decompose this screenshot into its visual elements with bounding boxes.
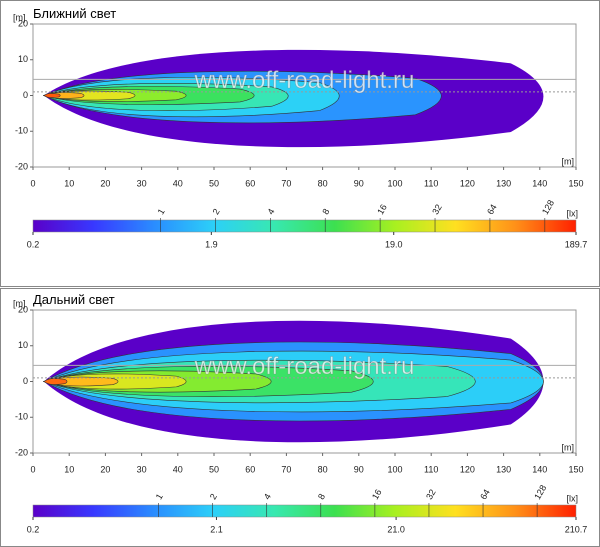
x-tick-label: 30: [137, 178, 147, 188]
panel-title: Ближний свет: [33, 6, 116, 21]
colorbar-level-label: 8: [320, 207, 331, 216]
x-tick-label: 20: [100, 464, 110, 474]
x-tick-label: 60: [245, 178, 255, 188]
isolux-panel: www.off-road-light.ru Ближний свет -20 -10 0…: [13, 6, 587, 249]
y-tick-label: 0: [23, 90, 28, 100]
x-tick-label: 150: [568, 178, 583, 188]
colorbar-tick-label: 0.2: [27, 239, 40, 249]
watermark: www.off-road-light.ru: [194, 67, 415, 94]
colorbar-tick-label: 210.7: [565, 524, 588, 534]
colorbar: [32, 219, 577, 233]
x-tick-label: 110: [424, 178, 438, 188]
y-tick-label: -20: [15, 447, 28, 457]
colorbar-unit: [lx]: [566, 208, 578, 218]
colorbar-tick-label: 0.2: [27, 524, 40, 534]
y-tick-label: 0: [23, 376, 28, 386]
x-tick-label: 80: [318, 178, 328, 188]
colorbar-level-label: 1: [156, 207, 167, 216]
x-tick-label: 150: [568, 464, 583, 474]
x-tick-label: 40: [173, 178, 183, 188]
x-tick-label: 120: [460, 464, 475, 474]
colorbar-level-label: 8: [316, 492, 327, 501]
isolux-panel: www.off-road-light.ru Дальний свет -20 -10 0…: [13, 292, 587, 534]
y-unit: [m]: [13, 298, 26, 308]
colorbar-level-label: 32: [424, 488, 438, 502]
y-tick-label: 20: [18, 18, 28, 28]
y-tick-label: -10: [15, 412, 28, 422]
x-tick-label: 10: [64, 178, 74, 188]
x-tick-label: 0: [30, 464, 35, 474]
colorbar-level-label: 32: [430, 203, 444, 217]
contours: [42, 320, 544, 443]
x-unit: [m]: [562, 442, 575, 452]
colorbar-level-label: 128: [540, 198, 556, 216]
y-tick-label: 20: [18, 304, 28, 314]
colorbar-level-label: 16: [375, 203, 389, 217]
x-tick-label: 40: [173, 464, 183, 474]
panel-title: Дальний свет: [33, 292, 115, 307]
colorbar-level-label: 64: [478, 488, 492, 502]
colorbar-level-label: 2: [211, 207, 222, 216]
colorbar-tick-label: 19.0: [385, 239, 403, 249]
x-tick-label: 80: [318, 464, 328, 474]
x-tick-label: 100: [387, 464, 402, 474]
watermark: www.off-road-light.ru: [194, 353, 415, 380]
x-tick-label: 140: [532, 178, 547, 188]
x-tick-label: 90: [354, 178, 364, 188]
x-tick-label: 30: [137, 464, 147, 474]
x-tick-label: 70: [281, 178, 291, 188]
x-tick-label: 130: [496, 178, 511, 188]
x-tick-label: 140: [532, 464, 547, 474]
colorbar-level-label: 2: [208, 492, 219, 501]
x-tick-label: 90: [354, 464, 364, 474]
y-tick-label: -10: [15, 126, 28, 136]
x-tick-label: 60: [245, 464, 255, 474]
y-unit: [m]: [13, 12, 26, 22]
x-tick-label: 70: [281, 464, 291, 474]
y-tick-label: -20: [15, 161, 28, 171]
x-tick-label: 0: [30, 178, 35, 188]
colorbar-tick-label: 21.0: [387, 524, 405, 534]
x-tick-label: 130: [496, 464, 511, 474]
y-tick-label: 10: [18, 340, 28, 350]
x-tick-label: 50: [209, 178, 219, 188]
colorbar-level-label: 4: [265, 207, 276, 216]
y-tick-label: 10: [18, 54, 28, 64]
x-tick-label: 120: [460, 178, 475, 188]
x-tick-label: 10: [64, 464, 74, 474]
isolux-contour: [43, 93, 61, 98]
x-tick-label: 100: [387, 178, 402, 188]
x-tick-label: 110: [424, 464, 438, 474]
colorbar-level-label: 16: [370, 488, 384, 502]
colorbar-tick-label: 1.9: [205, 239, 218, 249]
colorbar-level-label: 64: [485, 203, 499, 217]
colorbar-level-label: 128: [532, 483, 548, 501]
isolux-contour: [43, 378, 68, 385]
x-unit: [m]: [562, 156, 575, 166]
colorbar-tick-label: 189.7: [565, 239, 588, 249]
colorbar-tick-label: 2.1: [210, 524, 223, 534]
colorbar-unit: [lx]: [566, 493, 578, 503]
colorbar-level-label: 1: [154, 492, 165, 501]
x-tick-label: 50: [209, 464, 219, 474]
x-tick-label: 20: [100, 178, 110, 188]
colorbar: [32, 504, 577, 518]
colorbar-level-label: 4: [262, 492, 273, 501]
contours: [42, 49, 544, 148]
